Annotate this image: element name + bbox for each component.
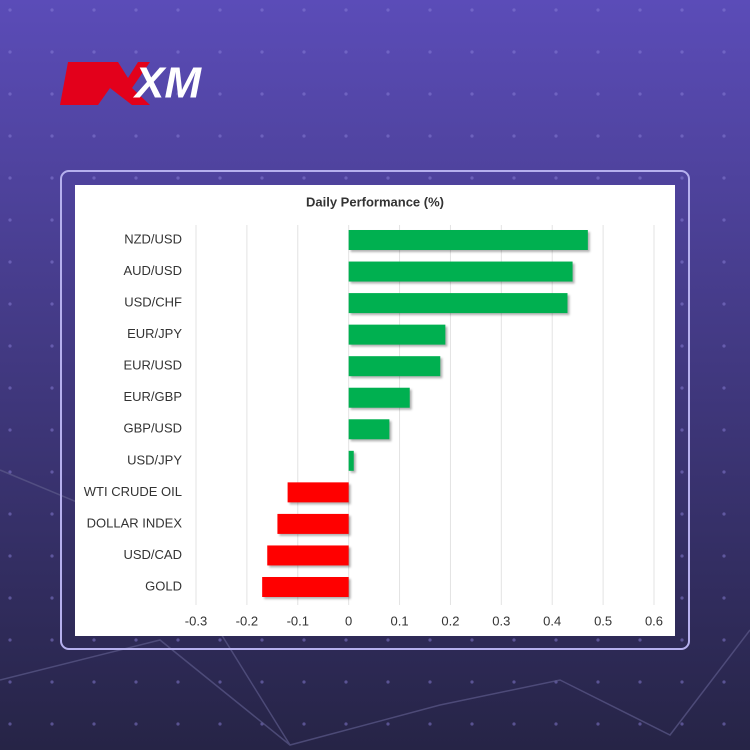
bar <box>277 513 349 534</box>
plot: -0.3 -0.2 -0.1 0 0.1 0.2 0.3 0.4 0.5 0.6 NZD/USD AU… <box>84 225 663 628</box>
y-tick-label: EUR/USD <box>123 358 182 373</box>
bar <box>262 577 349 597</box>
x-tick-label: 0.1 <box>391 613 409 628</box>
x-tick-label: 0.2 <box>441 613 459 628</box>
bar <box>348 230 588 250</box>
y-tick-label: EUR/JPY <box>127 326 182 341</box>
bar <box>348 356 441 377</box>
x-tick-label: 0.5 <box>594 613 612 628</box>
y-tick-label: EUR/GBP <box>123 389 182 404</box>
y-tick-label: NZD/USD <box>124 231 182 246</box>
bar <box>348 293 568 314</box>
logo: XM <box>60 59 202 108</box>
x-tick-label: -0.1 <box>287 613 309 628</box>
y-tick-label: WTI CRUDE OIL <box>84 484 182 499</box>
bar <box>287 482 349 503</box>
bar <box>348 324 446 345</box>
y-tick-label: DOLLAR INDEX <box>87 515 183 530</box>
x-tick-label: 0.6 <box>645 613 663 628</box>
x-tick-label: -0.3 <box>185 613 207 628</box>
x-tick-label: -0.2 <box>236 613 258 628</box>
x-tick-label: 0.3 <box>492 613 510 628</box>
chart-title: Daily Performance (%) <box>306 194 444 209</box>
y-tick-label: GOLD <box>145 578 182 593</box>
logo-mark <box>60 62 150 105</box>
bar <box>348 450 354 471</box>
x-tick-label: 0 <box>345 613 352 628</box>
y-tick-label: USD/JPY <box>127 452 182 467</box>
bar <box>348 261 573 282</box>
chart-panel <box>75 185 675 636</box>
y-tick-label: USD/CAD <box>123 547 182 562</box>
chart-frame <box>60 170 690 650</box>
y-tick-label: GBP/USD <box>123 421 182 436</box>
y-tick-label: AUD/USD <box>123 263 182 278</box>
bar <box>348 387 410 408</box>
x-tick-label: 0.4 <box>543 613 561 628</box>
y-tick-label: USD/CHF <box>124 295 182 310</box>
bar <box>267 545 349 566</box>
bar <box>348 419 390 440</box>
logo-text: XM <box>132 59 202 108</box>
